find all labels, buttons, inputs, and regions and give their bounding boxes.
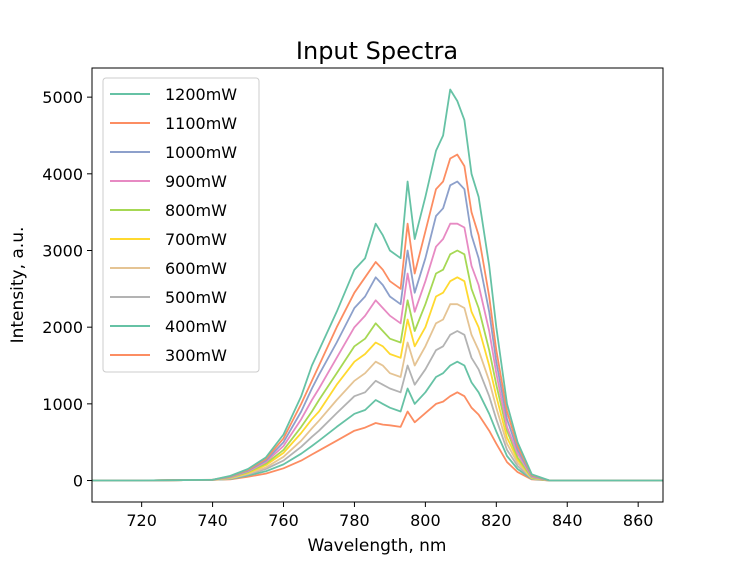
x-tick-label: 740 (197, 511, 228, 530)
legend-label: 800mW (165, 201, 227, 220)
x-axis-label: Wavelength, nm (308, 536, 447, 556)
series-line-900mW (92, 222, 663, 482)
y-tick-label: 5000 (42, 88, 83, 107)
x-axis: 720 740 760 780 800 820 840 860 (126, 502, 653, 530)
series-line-800mW (92, 249, 663, 482)
legend-label: 400mW (165, 317, 227, 336)
legend-label: 1200mW (165, 85, 237, 104)
x-tick-label: 840 (552, 511, 583, 530)
legend-label: 700mW (165, 230, 227, 249)
series-line-1200mW (92, 88, 663, 482)
plot-area (92, 88, 663, 482)
y-tick-label: 3000 (42, 241, 83, 260)
legend-label: 500mW (165, 288, 227, 307)
x-tick-label: 800 (410, 511, 441, 530)
y-tick-label: 0 (73, 472, 83, 491)
legend-label: 1100mW (165, 114, 237, 133)
y-axis-label: Intensity, a.u. (8, 227, 28, 344)
x-tick-label: 780 (339, 511, 370, 530)
series-line-700mW (92, 276, 663, 482)
series-line-1000mW (92, 180, 663, 482)
x-tick-label: 720 (126, 511, 157, 530)
legend-label: 600mW (165, 259, 227, 278)
legend-label: 300mW (165, 346, 227, 365)
series-line-600mW (92, 303, 663, 482)
series-line-500mW (92, 330, 663, 482)
series-line-300mW (92, 391, 663, 482)
chart-title: Input Spectra (296, 37, 458, 65)
y-tick-label: 1000 (42, 395, 83, 414)
y-tick-label: 2000 (42, 318, 83, 337)
legend: 1200mW 1100mW 1000mW 900mW 800mW 700mW 600mW 50… (102, 77, 260, 373)
plot-frame (91, 67, 664, 503)
series-line-1100mW (92, 153, 663, 482)
series-line-400mW (92, 360, 663, 482)
y-tick-label: 4000 (42, 165, 83, 184)
x-tick-label: 760 (268, 511, 299, 530)
y-axis: 0 1000 2000 3000 4000 5000 (42, 88, 92, 491)
legend-label: 1000mW (165, 143, 237, 162)
x-tick-label: 820 (481, 511, 512, 530)
legend-label: 900mW (165, 172, 227, 191)
x-tick-label: 860 (623, 511, 654, 530)
